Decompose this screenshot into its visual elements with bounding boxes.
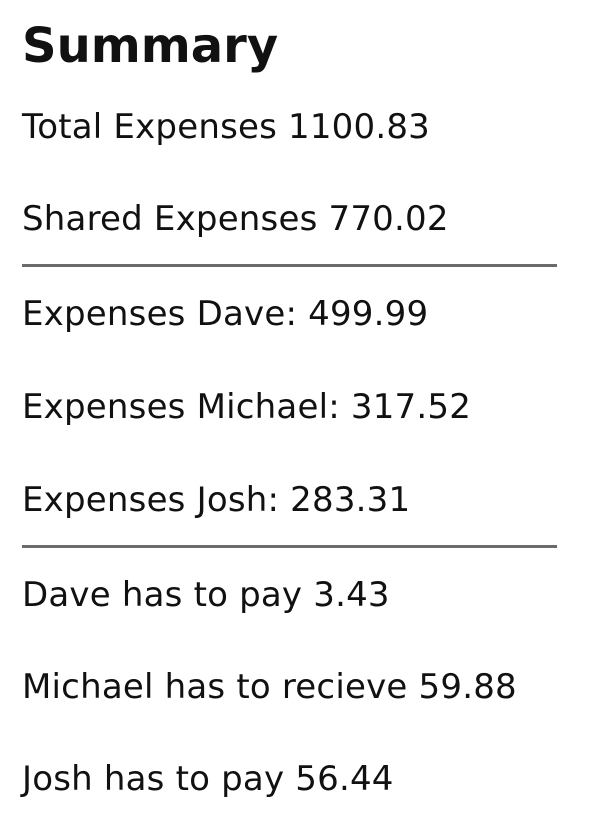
expenses-michael: Expenses Michael: 317.52: [22, 387, 472, 427]
total-expenses: Total Expenses 1100.83: [22, 107, 431, 147]
settlement-michael: Michael has to recieve 59.88: [22, 667, 517, 707]
expenses-dave: Expenses Dave: 499.99: [22, 294, 429, 334]
expenses-josh: Expenses Josh: 283.31: [22, 480, 411, 520]
shared-expenses: Shared Expenses 770.02: [22, 199, 449, 239]
summary-title: Summary: [22, 18, 279, 74]
divider-expenses: [22, 545, 557, 548]
divider-totals: [22, 264, 557, 267]
settlement-josh: Josh has to pay 56.44: [22, 759, 394, 799]
settlement-dave: Dave has to pay 3.43: [22, 575, 390, 615]
